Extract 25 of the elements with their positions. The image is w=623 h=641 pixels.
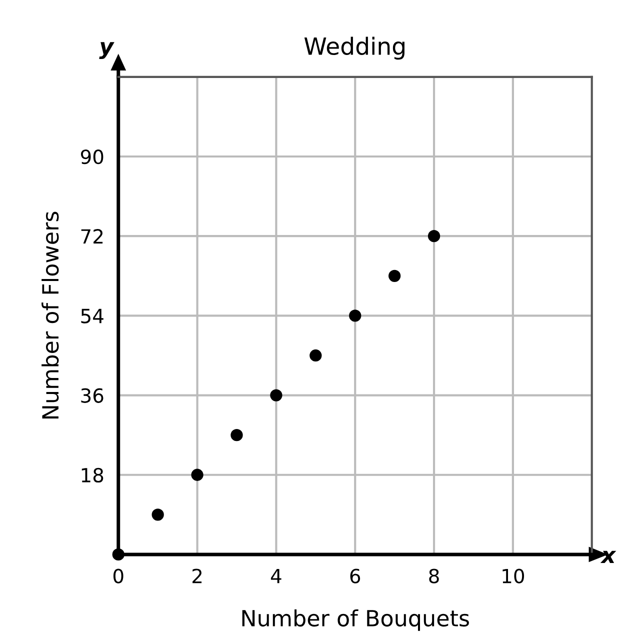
x-tick-label: 6 — [350, 568, 360, 584]
chart-title: Wedding — [304, 36, 404, 60]
x-tick-label: 0 — [113, 568, 124, 584]
y-tick-label: 54 — [81, 308, 104, 324]
y-tick-label: 36 — [81, 388, 104, 403]
text: x — [600, 550, 616, 563]
point — [310, 349, 322, 362]
text: y — [99, 42, 114, 60]
point — [349, 310, 362, 322]
point — [388, 270, 401, 282]
point — [112, 548, 124, 561]
y-tick-label: 90 — [80, 149, 104, 164]
point — [191, 468, 204, 481]
y-tick-label: 72 — [81, 229, 103, 244]
y-tick-label: 18 — [82, 468, 104, 483]
point — [428, 230, 440, 242]
point — [270, 389, 282, 402]
x-tick-label: 4 — [270, 568, 282, 584]
x-tick-label: 2 — [192, 568, 202, 584]
x-axis-title: Number of Bouquets — [242, 609, 469, 631]
point — [152, 508, 164, 521]
point — [230, 429, 243, 442]
x-tick-label: 8 — [429, 568, 439, 584]
y-axis-title: Number of Flowers — [42, 212, 59, 418]
x-tick-label: 10 — [502, 568, 524, 584]
